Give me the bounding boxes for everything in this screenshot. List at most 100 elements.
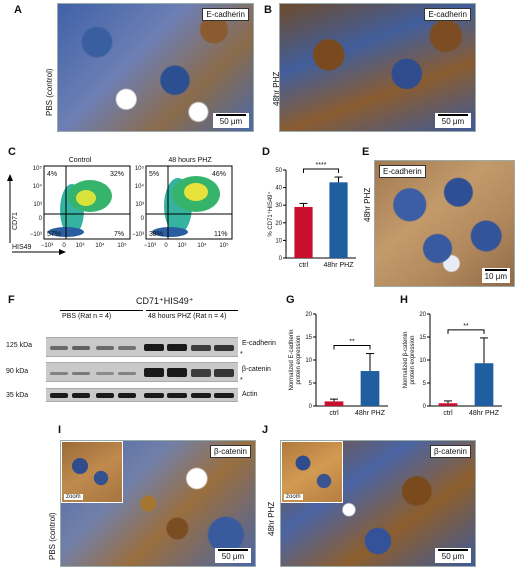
panel-a-condition: PBS (control)	[45, 68, 54, 116]
quadrant-phz-lr: 11%	[214, 231, 228, 238]
quadrant-control-ll: 57%	[47, 231, 61, 238]
panel-label-f: F	[8, 294, 15, 306]
marker-label-i: β-catenin	[209, 445, 251, 458]
flow-ytick-4: 0	[39, 216, 43, 222]
blot-group-line-phz	[146, 310, 238, 311]
panel-e-condition: 48hr PHZ	[363, 187, 372, 222]
flow-y-axis-label: CD71	[12, 212, 19, 230]
quadrant-control-lr: 7%	[114, 231, 124, 238]
d-ytick-label-2: 20	[275, 221, 282, 227]
g-category-0: ctrl	[329, 410, 339, 417]
d-category-0: ctrl	[299, 262, 309, 269]
protein-ecadherin: E-cadherin	[242, 340, 276, 347]
flow-ytick-3: 10³	[33, 202, 42, 208]
scale-bar-b: 50 μm	[435, 113, 471, 128]
g-ytick-label-1: 5	[309, 381, 313, 387]
flow-phz-xtick-4: 10⁴	[197, 242, 207, 249]
scale-bar-e: 10 μm	[481, 268, 510, 283]
d-significance-bracket	[303, 168, 339, 174]
marker-label-b: E-cadherin	[424, 8, 471, 21]
micrograph-e: E-cadherin 10 μm	[374, 160, 515, 287]
h-ytick-label-4: 20	[419, 312, 426, 318]
flow-cytometry-plots: Control 48 hours PHZ CD71 HIS49 4% 32% 5…	[7, 157, 233, 255]
panel-label-g: G	[286, 294, 295, 306]
bar-chart-g: Normalized E-cadherinprotein expression 0…	[289, 312, 388, 417]
quadrant-control-ur: 32%	[110, 171, 124, 178]
flow-title-control: Control	[69, 157, 92, 164]
kda-125: 125 kDa	[6, 342, 33, 349]
zoom-inset-i: zoom	[61, 441, 123, 503]
h-category-1: 48hr PHZ	[469, 410, 500, 417]
quadrant-phz-ur: 46%	[212, 171, 226, 178]
scale-bar-a: 50 μm	[213, 113, 249, 128]
flow-x-axis-label: HIS49	[12, 244, 32, 251]
flow-ytick-5: −10³	[30, 232, 42, 238]
g-category-1: 48hr PHZ	[355, 410, 386, 417]
protein-actin: Actin	[242, 391, 258, 398]
g-ytick-label-3: 15	[305, 335, 312, 341]
flow-phz-ytick-1: 10⁵	[135, 165, 145, 172]
flow-xtick-2: 0	[62, 243, 66, 249]
h-ytick-label-2: 10	[419, 358, 426, 364]
d-y-axis-label: % CD71⁺HIS49⁺	[267, 191, 274, 236]
flow-phz-xtick-3: 10³	[178, 243, 187, 249]
marker-label-e: E-cadherin	[379, 165, 426, 178]
flow-phz-ytick-3: 10³	[135, 202, 144, 208]
d-ytick-label-1: 10	[275, 238, 282, 244]
g-bar-1	[360, 371, 380, 406]
flow-ytick-1: 10⁵	[33, 165, 43, 172]
d-bar-0	[294, 206, 313, 258]
blot-row-ecadherin	[46, 337, 238, 357]
scale-bar-j: 50 μm	[435, 548, 471, 563]
flow-xtick-3: 10³	[76, 243, 85, 249]
g-ytick-label-0: 0	[309, 404, 313, 410]
flow-density-control-3	[76, 190, 96, 206]
flow-xtick-4: 10⁴	[95, 242, 105, 249]
h-ytick-label-0: 0	[423, 404, 427, 410]
g-significance-label: **	[349, 339, 355, 346]
blot-group-line-pbs	[60, 310, 143, 311]
quadrant-control-ul: 4%	[47, 171, 57, 178]
blot-star-1: *	[240, 351, 243, 358]
panel-j-condition: 48hr PHZ	[267, 501, 276, 536]
d-significance-label: ****	[316, 162, 327, 169]
micrograph-i: zoom β-catenin 50 μm	[60, 440, 256, 567]
flow-phz-ytick-2: 10⁴	[135, 183, 145, 190]
quadrant-phz-ul: 5%	[149, 171, 159, 178]
h-y-axis-label: Normalized β-cateninprotein expression	[403, 332, 416, 389]
x-axis-arrowhead	[59, 249, 66, 255]
flow-phz-xtick-1: −10³	[144, 243, 156, 249]
flow-phz-xtick-5: 10⁵	[219, 242, 229, 249]
g-bar-0	[324, 401, 344, 406]
bar-chart-h: Normalized β-cateninprotein expression 0 5…	[403, 312, 502, 417]
kda-35: 35 kDa	[6, 392, 29, 399]
panel-label-j: J	[262, 424, 269, 436]
bar-chart-d: % CD71⁺HIS49⁺ 0 10 20 30 40 50 ctrl 48hr PHZ ****	[267, 162, 356, 269]
quadrant-phz-ll: 38%	[149, 231, 163, 238]
micrograph-j: zoom β-catenin 50 μm	[280, 440, 476, 567]
g-y-axis-label: Normalized E-cadherinprotein expression	[289, 329, 302, 390]
h-bar-0	[438, 403, 458, 406]
panel-label-a: A	[14, 4, 22, 16]
blot-row-actin	[46, 388, 238, 402]
scale-bar-i: 50 μm	[215, 548, 251, 563]
flow-phz-ytick-4: 0	[141, 216, 145, 222]
kda-90: 90 kDa	[6, 368, 29, 375]
d-ytick-label-0: 0	[279, 256, 283, 262]
marker-label-a: E-cadherin	[202, 8, 249, 21]
d-ytick-label-4: 40	[275, 186, 282, 192]
blot-row-bcatenin	[46, 362, 238, 382]
h-significance-label: **	[463, 323, 469, 330]
panel-label-e: E	[362, 146, 370, 158]
h-significance-bracket	[447, 329, 485, 334]
d-ytick-label-5: 50	[275, 168, 282, 174]
flow-xtick-1: −10³	[41, 243, 53, 249]
zoom-label-i: zoom	[64, 494, 83, 500]
h-ytick-label-3: 15	[419, 335, 426, 341]
blot-group-pbs: PBS (Rat n = 4)	[62, 313, 112, 320]
g-significance-bracket	[333, 345, 371, 350]
flow-density-phz-3	[184, 183, 208, 201]
blot-star-2: *	[240, 377, 243, 384]
blot-group-phz: 48 hours PHZ (Rat n = 4)	[148, 313, 227, 320]
h-bar-1	[474, 363, 494, 406]
